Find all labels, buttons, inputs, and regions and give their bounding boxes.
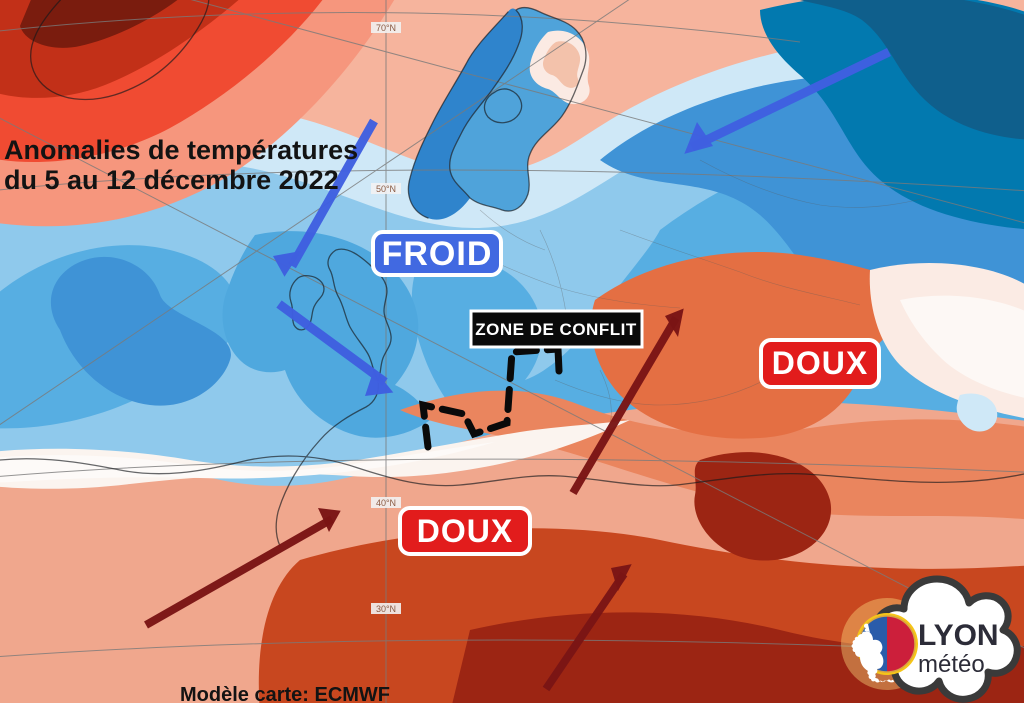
svg-text:DOUX: DOUX <box>772 345 868 381</box>
svg-text:30°N: 30°N <box>376 604 396 614</box>
svg-text:du 5 au 12 décembre 2022: du 5 au 12 décembre 2022 <box>4 165 339 195</box>
svg-text:FROID: FROID <box>382 235 493 273</box>
svg-text:40°N: 40°N <box>376 498 396 508</box>
svg-text:DOUX: DOUX <box>417 513 513 549</box>
svg-text:50°N: 50°N <box>376 184 396 194</box>
svg-text:Anomalies de températures: Anomalies de températures <box>4 135 358 165</box>
svg-text:météo: météo <box>918 651 985 678</box>
svg-text:70°N: 70°N <box>376 23 396 33</box>
svg-text:ZONE DE CONFLIT: ZONE DE CONFLIT <box>475 320 637 339</box>
svg-text:Modèle carte: ECMWF: Modèle carte: ECMWF <box>180 684 390 703</box>
svg-text:LYON: LYON <box>918 619 999 652</box>
